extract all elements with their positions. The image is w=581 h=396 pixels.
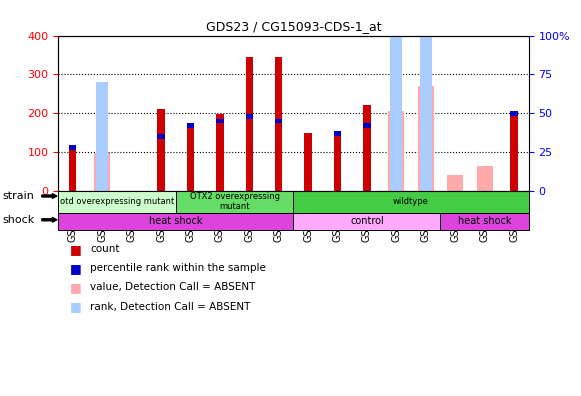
Bar bbox=[304, 133, 312, 191]
Bar bbox=[96, 82, 108, 191]
Bar bbox=[187, 127, 194, 191]
Bar bbox=[363, 123, 371, 128]
Bar bbox=[216, 119, 224, 123]
Bar bbox=[440, 213, 529, 230]
Bar bbox=[334, 131, 341, 136]
Bar bbox=[246, 57, 253, 191]
Bar bbox=[293, 191, 529, 213]
Text: ■: ■ bbox=[70, 243, 81, 256]
Title: GDS23 / CG15093-CDS-1_at: GDS23 / CG15093-CDS-1_at bbox=[206, 20, 381, 33]
Text: rank, Detection Call = ABSENT: rank, Detection Call = ABSENT bbox=[90, 301, 250, 312]
Text: value, Detection Call = ABSENT: value, Detection Call = ABSENT bbox=[90, 282, 256, 293]
Bar bbox=[175, 191, 293, 213]
Bar bbox=[476, 166, 493, 191]
Bar bbox=[334, 131, 341, 191]
Bar bbox=[388, 111, 404, 191]
Text: count: count bbox=[90, 244, 120, 255]
Bar bbox=[510, 111, 518, 116]
Bar bbox=[246, 114, 253, 119]
Bar bbox=[69, 148, 77, 191]
Bar bbox=[419, 0, 432, 191]
Bar bbox=[187, 123, 194, 128]
Bar bbox=[58, 191, 175, 213]
Text: heat shock: heat shock bbox=[149, 216, 203, 226]
Bar bbox=[69, 145, 77, 150]
Bar bbox=[157, 134, 165, 139]
Text: ■: ■ bbox=[70, 262, 81, 275]
Bar bbox=[275, 119, 282, 123]
Bar bbox=[216, 114, 224, 191]
Bar bbox=[293, 213, 440, 230]
Text: heat shock: heat shock bbox=[458, 216, 511, 226]
Text: OTX2 overexpressing
mutant: OTX2 overexpressing mutant bbox=[189, 192, 279, 211]
Bar bbox=[275, 57, 282, 191]
Bar bbox=[58, 213, 293, 230]
Text: wildtype: wildtype bbox=[393, 197, 429, 206]
Bar bbox=[94, 153, 110, 191]
Text: ■: ■ bbox=[70, 281, 81, 294]
Text: strain: strain bbox=[3, 191, 35, 201]
Text: ■: ■ bbox=[70, 300, 81, 313]
Bar bbox=[363, 105, 371, 191]
Bar bbox=[157, 109, 165, 191]
Text: percentile rank within the sample: percentile rank within the sample bbox=[90, 263, 266, 274]
Text: control: control bbox=[350, 216, 384, 226]
Bar bbox=[390, 12, 403, 191]
Text: otd overexpressing mutant: otd overexpressing mutant bbox=[60, 197, 174, 206]
Bar bbox=[418, 86, 434, 191]
Bar bbox=[447, 175, 463, 191]
Text: shock: shock bbox=[3, 215, 35, 225]
Bar bbox=[510, 114, 518, 191]
